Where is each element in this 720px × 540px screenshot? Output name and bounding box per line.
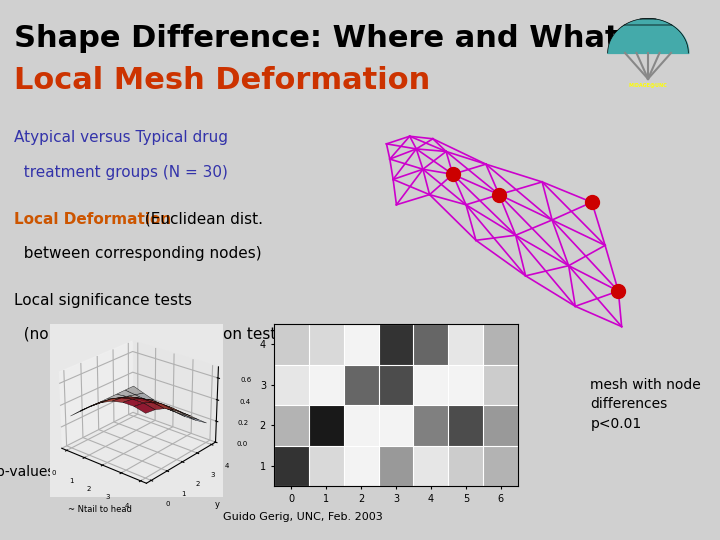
Text: p-values per mesh node: p-values per mesh node <box>0 465 163 480</box>
Text: mesh with nodes p<0.05: mesh with nodes p<0.05 <box>306 465 479 480</box>
Text: Guido Gerig, UNC, Feb. 2003: Guido Gerig, UNC, Feb. 2003 <box>222 512 382 522</box>
Text: MIDAGE@UNC: MIDAGE@UNC <box>629 83 667 87</box>
Y-axis label: y: y <box>215 500 220 509</box>
Text: Shape Difference: Where and What?: Shape Difference: Where and What? <box>14 24 638 53</box>
Text: mesh with node
differences
p<0.01: mesh with node differences p<0.01 <box>590 378 701 431</box>
Text: (Euclidean dist.: (Euclidean dist. <box>140 212 264 226</box>
Text: (nonparametric permutation tests): (nonparametric permutation tests) <box>14 327 291 342</box>
Text: ~ Ntail to head: ~ Ntail to head <box>68 505 132 515</box>
Text: between corresponding nodes): between corresponding nodes) <box>14 246 262 261</box>
Text: Local Mesh Deformation: Local Mesh Deformation <box>14 66 431 95</box>
Text: Atypical versus Typical drug: Atypical versus Typical drug <box>14 131 228 145</box>
Text: Local Deformation: Local Deformation <box>14 212 171 226</box>
Text: Local significance tests: Local significance tests <box>14 293 192 308</box>
Text: treatment groups (N = 30): treatment groups (N = 30) <box>14 165 228 180</box>
